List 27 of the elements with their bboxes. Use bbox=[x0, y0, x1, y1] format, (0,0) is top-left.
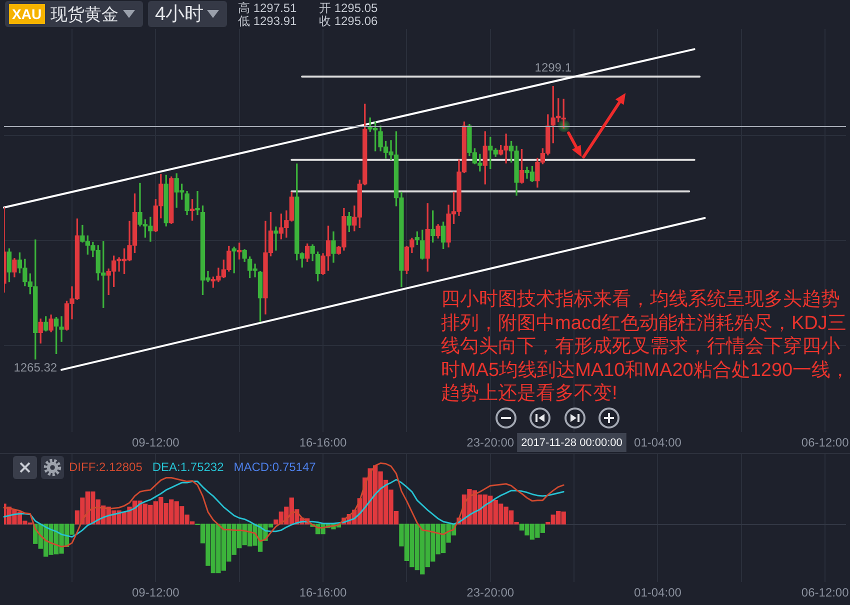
candlestick bbox=[59, 316, 64, 342]
x-tick-label: 01-04:00 bbox=[634, 436, 682, 450]
text: 低 1293.91 bbox=[238, 14, 297, 28]
x-tick-label: 16-16:00 bbox=[299, 436, 348, 450]
x-tick-label: 06-12:00 bbox=[801, 586, 850, 600]
text: MACD:0.75147 bbox=[234, 460, 316, 474]
x-tick-label: 09-12:00 bbox=[132, 436, 180, 450]
x-tick-label: 16-16:00 bbox=[299, 586, 348, 600]
candlestick bbox=[195, 191, 200, 216]
x-tick-label: 01-04:00 bbox=[634, 586, 682, 600]
series-label: DIFF:2.12805 bbox=[69, 460, 142, 474]
chart-subtitle: 4小时 bbox=[155, 3, 204, 27]
text: 高 1297.51 bbox=[238, 1, 297, 15]
x-tick-label: 06-12:00 bbox=[801, 436, 850, 450]
text: 开 1295.05 bbox=[319, 1, 378, 15]
text: 2017-11-28 00:00:00 bbox=[521, 437, 622, 450]
annotation: 1299.1 bbox=[534, 60, 572, 75]
x-tick-label: 09-12:00 bbox=[132, 586, 180, 600]
series-label: DEA:1.75232 bbox=[152, 460, 224, 474]
chart-title: 现货黄金 bbox=[50, 4, 119, 26]
x-tick-label: 23-20:00 bbox=[466, 586, 514, 600]
text: 收 1295.06 bbox=[319, 14, 378, 28]
annotation: 四小时图技术指标来看，均线系统呈现多头趋势排列，附图中macd红色动能柱消耗殆尽，KDJ三线勾头向下，有形成死叉需求，行情会下穿四小时MA5均线到达MA10和MA20粘合处1290一线，趋势上还是看多不变! bbox=[441, 288, 850, 406]
x-tick-label: 23-20:00 bbox=[466, 436, 514, 450]
annotation: 1265.32 bbox=[14, 360, 58, 374]
candlestick bbox=[274, 226, 278, 251]
text: XAU bbox=[9, 4, 45, 24]
